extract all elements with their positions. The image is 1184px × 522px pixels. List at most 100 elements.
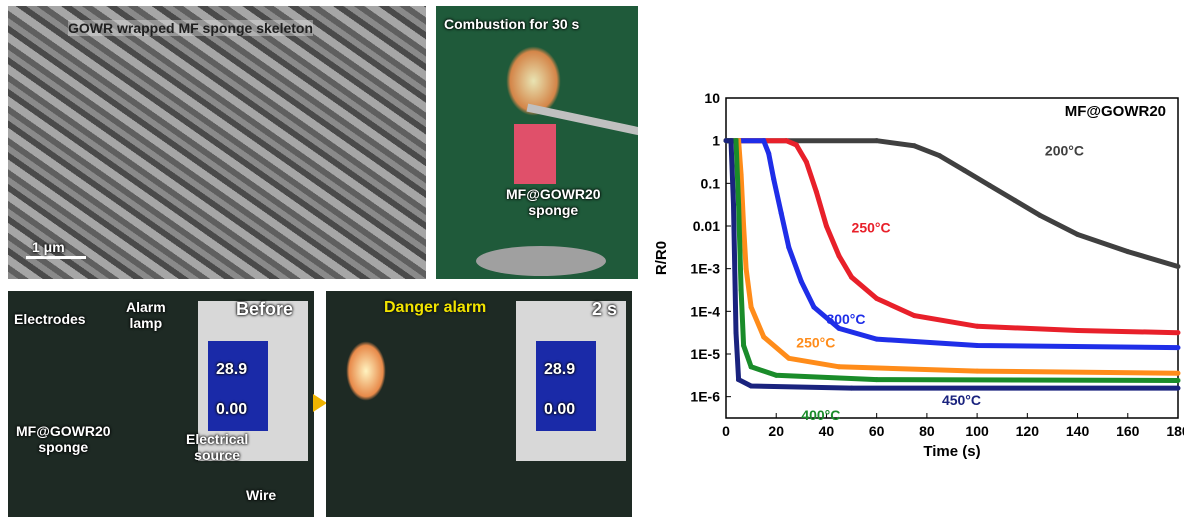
series-line [726,138,1179,336]
alarm-lamp-label: Alarm lamp [126,299,166,331]
lamp-base-graphic [476,246,606,276]
data-point [773,372,779,378]
temperature-annotation: 400°C [801,407,840,423]
resistance-time-chart: 0 20 40 60 80 100 120 140 160 180 10 1 0.1 0.01 1E-3 1E… [653,90,1184,460]
y-axis-label: R/R0 [653,241,670,275]
data-point [766,150,772,156]
sem-caption: GOWR wrapped MF sponge skeleton [68,20,314,36]
data-point [1175,345,1181,351]
data-point [811,304,817,310]
data-point [836,253,842,259]
y-tick-label: 1E-3 [690,261,720,277]
data-point [761,334,767,340]
data-point [974,342,980,348]
combustion-sample-label: MF@GOWR20 sponge [506,186,601,218]
data-point [778,210,784,216]
data-point [813,189,819,195]
data-point [1075,232,1081,238]
combustion-caption: Combustion for 30 s [444,16,580,32]
y-tick-label: 1E-6 [690,389,720,405]
data-point [836,325,842,331]
x-tick-label: 180 [1166,423,1184,439]
y-tick-label: 0.01 [693,218,720,234]
display-bottom-value: 0.00 [216,401,248,418]
series-line [726,138,1179,269]
data-point [849,274,855,280]
data-point [793,142,799,148]
x-tick-label: 60 [869,423,885,439]
transition-arrow-icon [313,394,327,412]
series-line [726,138,1178,391]
before-caption: Before [236,299,294,319]
data-point [803,159,809,165]
x-tick-label: 0 [722,423,730,439]
temperature-annotation: 200°C [1045,143,1084,159]
display-bottom-value: 0.00 [544,401,576,418]
temperature-annotation: 250°C [852,219,891,235]
display-top-value: 28.9 [544,361,576,378]
data-point [1125,249,1131,255]
data-point [874,377,880,383]
data-point [786,355,792,361]
data-point [748,383,754,389]
data-point [911,143,917,149]
data-point [974,368,980,374]
data-point [741,342,747,348]
x-tick-label: 120 [1016,423,1040,439]
data-point [741,223,747,229]
temperature-annotation: 250°C [796,335,835,351]
data-point [1175,377,1181,383]
temperature-annotation: 450°C [942,392,981,408]
data-point [1175,330,1181,336]
data-point [798,278,804,284]
display-top-value: 28.9 [216,361,248,378]
supply-display-panel [536,341,596,431]
data-point [733,330,739,336]
data-point [962,168,968,174]
data-point [1175,370,1181,376]
data-point [748,364,754,370]
data-point [786,244,792,250]
data-point [743,266,749,272]
data-point [911,313,917,319]
scale-bar-label: 1 μm [32,239,65,255]
flame-graphic [346,341,386,401]
sample-label: MF@GOWR20 sponge [16,423,111,455]
x-tick-label: 140 [1066,423,1090,439]
temperature-annotation: 300°C [826,311,865,327]
y-tick-label: 1 [712,133,720,149]
x-tick-label: 100 [965,423,989,439]
wire-label: Wire [246,487,277,503]
setup-before-panel: 28.9 0.00 Before Electrodes Alarm lamp M… [8,291,314,517]
data-point [761,138,767,144]
data-point [731,202,737,208]
electrodes-label: Electrodes [14,311,86,327]
data-point [1075,328,1081,334]
supply-display-panel [208,341,268,431]
data-point [771,176,777,182]
source-label: Electrical source [186,431,249,463]
data-point [849,385,855,391]
data-point [736,202,742,208]
data-point [836,364,842,370]
data-point [728,138,734,144]
data-point [974,323,980,329]
data-point [1012,197,1018,203]
data-point [1175,264,1181,270]
scale-bar [26,256,86,259]
combustion-photo-panel: Combustion for 30 s MF@GOWR20 sponge [436,6,638,279]
data-point [936,153,942,159]
data-point [748,304,754,310]
x-axis-label: Time (s) [923,443,980,460]
data-point [987,182,993,188]
data-point [736,377,742,383]
danger-alarm-label: Danger alarm [384,299,487,316]
plot-frame [725,97,1179,419]
x-tick-label: 80 [919,423,935,439]
data-point [783,138,789,144]
chart-title: MF@GOWR20 [1065,103,1166,120]
y-tick-label: 10 [704,90,720,106]
y-tick-label: 1E-4 [690,303,720,319]
data-point [823,223,829,229]
after-caption: 2 s [592,299,618,319]
